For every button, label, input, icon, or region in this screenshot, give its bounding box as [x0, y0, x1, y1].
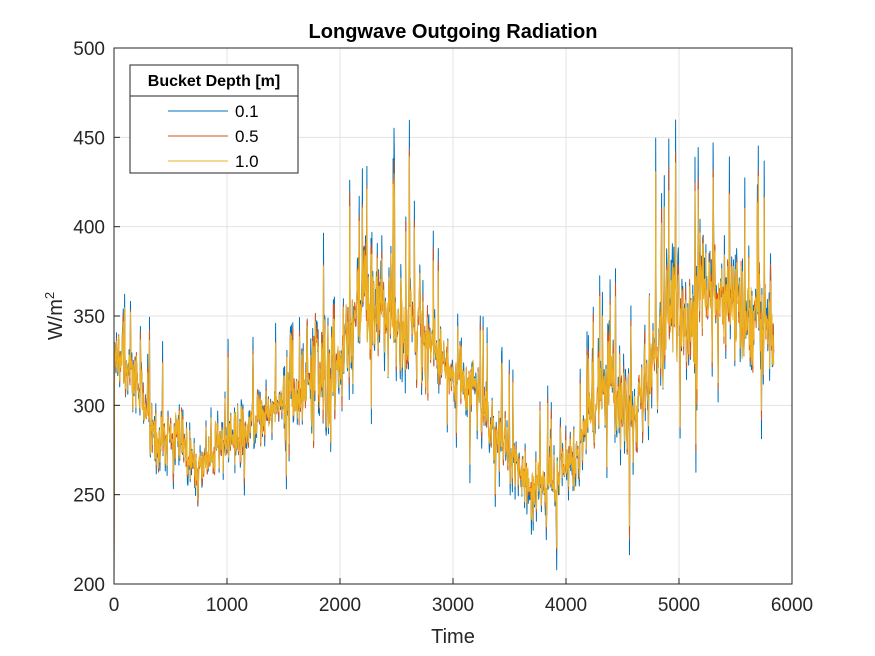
y-tick-label: 200 [73, 575, 105, 596]
legend: Bucket Depth [m] 0.1 0.5 1.0 [129, 64, 299, 174]
legend-entries: 0.1 0.5 1.0 [168, 102, 259, 171]
y-tick-label: 300 [73, 396, 105, 417]
x-axis-title: Time [431, 626, 475, 648]
chart-title: Longwave Outgoing Radiation [309, 21, 598, 43]
y-axis-title: W/m2 [42, 292, 67, 340]
x-tick-label: 5000 [658, 595, 700, 616]
axis-ticks: 0 1000 2000 3000 4000 5000 6000 200 250 300 350 400… [73, 39, 813, 616]
y-tick-label: 250 [73, 486, 105, 507]
series-layer [113, 119, 775, 585]
y-tick-label: 350 [73, 307, 105, 328]
x-tick-label: 0 [109, 595, 120, 616]
series-line-1.0 [113, 156, 775, 585]
x-tick-label: 6000 [771, 595, 813, 616]
x-tick-label: 3000 [432, 595, 474, 616]
x-tick-label: 2000 [319, 595, 361, 616]
y-tick-label: 500 [73, 39, 105, 60]
x-tick-label: 1000 [206, 595, 248, 616]
y-axis-title-superscript: 2 [42, 292, 57, 299]
legend-box [129, 64, 299, 174]
legend-title: Bucket Depth [m] [148, 73, 280, 90]
legend-label-0.5: 0.5 [235, 127, 259, 146]
x-tick-label: 4000 [545, 595, 587, 616]
y-axis-title-base: W/m [45, 299, 67, 340]
y-tick-label: 400 [73, 218, 105, 239]
legend-label-1.0: 1.0 [235, 152, 259, 171]
y-tick-label: 450 [73, 128, 105, 149]
legend-label-0.1: 0.1 [235, 102, 259, 121]
